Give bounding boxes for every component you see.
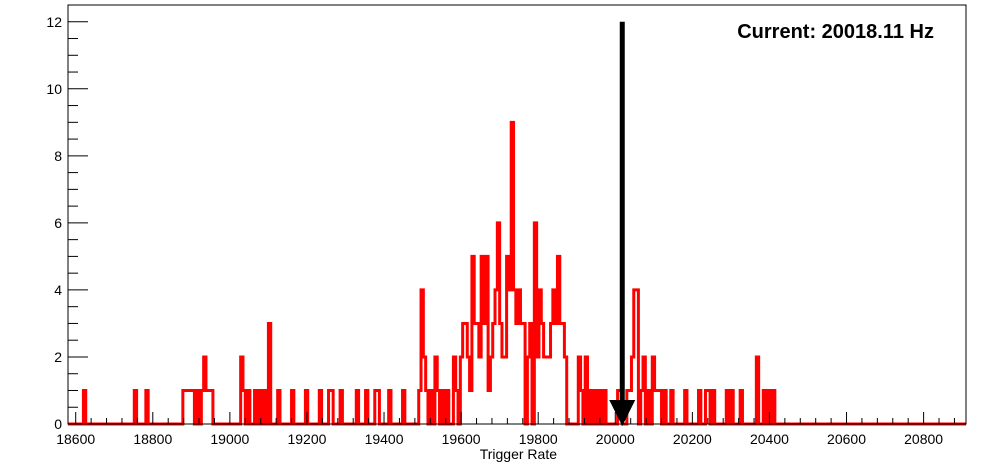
x-tick-label: 20800 xyxy=(904,431,943,447)
x-tick-label: 20200 xyxy=(673,431,712,447)
x-tick-label: 20000 xyxy=(596,431,635,447)
y-tick-label: 6 xyxy=(54,215,62,231)
plot-frame xyxy=(67,4,967,425)
x-tick-label: 18800 xyxy=(133,431,172,447)
marker-arrowhead xyxy=(609,400,636,426)
current-rate-marker xyxy=(609,21,636,426)
x-axis-title: Trigger Rate xyxy=(480,446,558,462)
x-axis: 18600 18800 19000 19200 19400 19600 19800 20000… xyxy=(56,412,955,447)
x-tick-label: 19400 xyxy=(365,431,404,447)
y-axis: 0 2 4 6 8 10 12 xyxy=(46,4,88,432)
current-rate-annotation: Current: 20018.11 Hz xyxy=(737,21,934,43)
y-tick-label: 8 xyxy=(54,148,62,164)
x-tick-label: 19800 xyxy=(519,431,558,447)
y-tick-label: 12 xyxy=(46,14,62,30)
x-tick-label: 20400 xyxy=(750,431,789,447)
x-tick-label: 19600 xyxy=(442,431,481,447)
y-tick-label: 2 xyxy=(54,349,62,365)
x-tick-label: 20600 xyxy=(827,431,866,447)
y-tick-label: 4 xyxy=(54,282,62,298)
x-tick-label: 19000 xyxy=(210,431,249,447)
x-tick-label: 18600 xyxy=(56,431,95,447)
x-tick-label: 19200 xyxy=(287,431,326,447)
y-tick-label: 10 xyxy=(46,81,62,97)
y-tick-label: 0 xyxy=(54,416,62,432)
